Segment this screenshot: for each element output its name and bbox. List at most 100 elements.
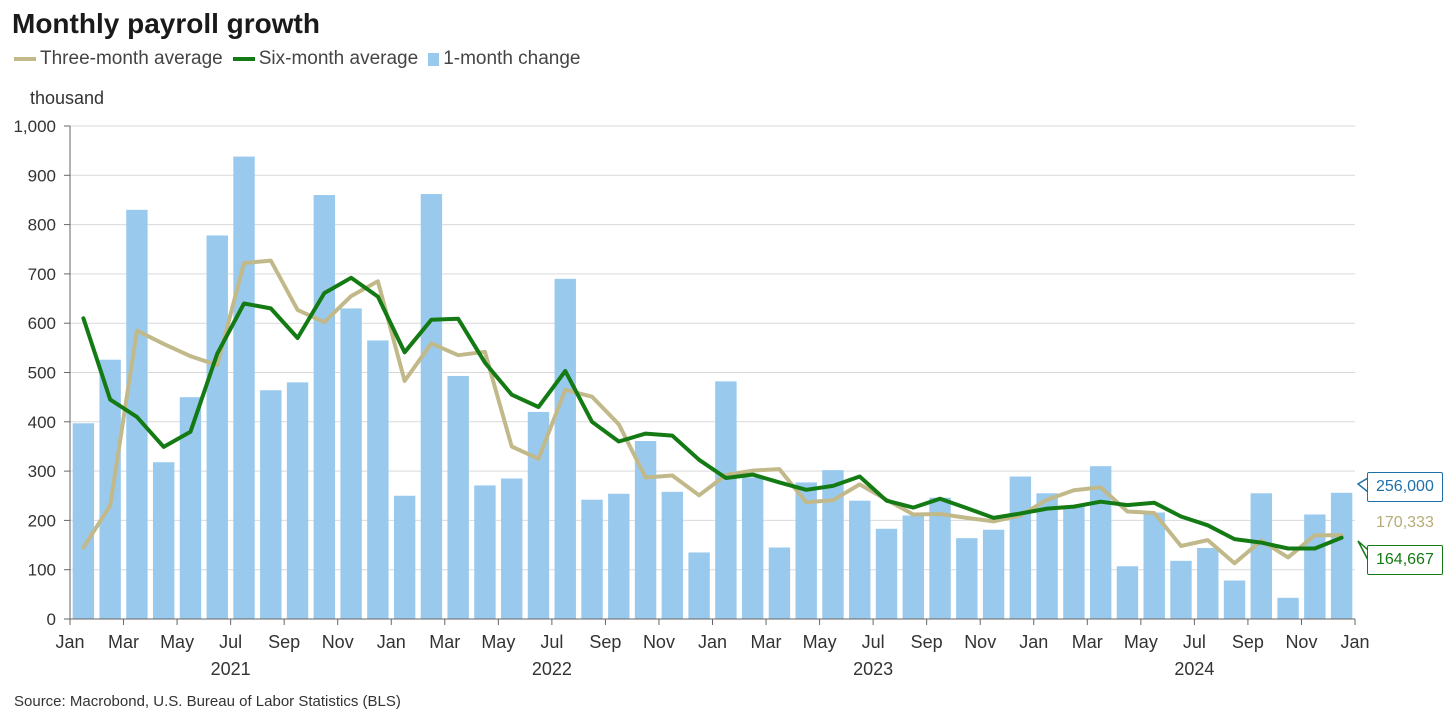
bar <box>1036 493 1058 619</box>
bar <box>501 478 523 619</box>
bar <box>581 499 603 619</box>
legend-label-one-month: 1-month change <box>443 48 581 69</box>
bar <box>661 491 684 619</box>
bar <box>367 340 389 619</box>
x-tick-label: Sep <box>268 632 300 652</box>
bar <box>152 462 175 619</box>
bar <box>929 497 951 619</box>
x-tick-label: Nov <box>1285 632 1317 652</box>
bar <box>260 390 282 619</box>
y-tick-label: 1,000 <box>13 117 56 136</box>
bar <box>554 278 576 619</box>
bar <box>420 194 443 619</box>
chart-title: Monthly payroll growth <box>12 8 320 39</box>
x-tick-label: Mar <box>429 632 460 652</box>
x-tick-label: May <box>160 632 194 652</box>
bar <box>608 493 630 619</box>
bar <box>741 477 764 619</box>
bar <box>1304 514 1326 619</box>
y-tick-label: 800 <box>28 216 56 235</box>
bar <box>1277 597 1299 619</box>
bar <box>822 470 844 619</box>
year-label: 2024 <box>1174 659 1214 679</box>
y-tick-label: 0 <box>47 610 56 629</box>
x-tick-label: Jan <box>1340 632 1369 652</box>
y-axis-unit-label: thousand <box>30 88 105 108</box>
end-label-six-month: 164,667 <box>1367 545 1443 575</box>
bar <box>1063 505 1085 619</box>
y-tick-label: 900 <box>28 166 56 185</box>
bar <box>179 397 202 619</box>
year-label: 2023 <box>853 659 893 679</box>
source-note: Source: Macrobond, U.S. Bureau of Labor … <box>14 693 401 710</box>
bar <box>72 423 95 619</box>
y-tick-label: 400 <box>28 413 56 432</box>
y-tick-label: 500 <box>28 364 56 383</box>
bar <box>447 375 469 619</box>
x-tick-label: Sep <box>911 632 943 652</box>
year-label: 2021 <box>211 659 251 679</box>
bar <box>902 515 924 619</box>
bar <box>795 482 817 619</box>
bar <box>1250 493 1273 619</box>
bar <box>126 209 148 619</box>
bar <box>527 411 550 619</box>
bar <box>849 500 871 619</box>
bar <box>1143 512 1165 619</box>
bar <box>634 441 657 619</box>
x-tick-label: May <box>1124 632 1158 652</box>
x-tick-label: Jan <box>1019 632 1048 652</box>
x-tick-label: Nov <box>964 632 996 652</box>
x-tick-label: Jan <box>55 632 84 652</box>
x-tick-label: Jan <box>698 632 727 652</box>
bar <box>313 195 336 619</box>
x-tick-label: Jan <box>377 632 406 652</box>
bar <box>474 485 496 619</box>
bar <box>982 529 1005 619</box>
bar <box>1116 566 1139 619</box>
bar <box>1330 492 1353 619</box>
x-tick-label: Jul <box>540 632 563 652</box>
y-tick-label: 200 <box>28 511 56 530</box>
bar <box>1170 560 1192 619</box>
y-tick-label: 700 <box>28 265 56 284</box>
end-label-three-month: 170,333 <box>1367 508 1443 538</box>
x-tick-label: Mar <box>108 632 139 652</box>
x-tick-label: Nov <box>643 632 675 652</box>
legend-item-one-month: 1-month change <box>428 48 581 70</box>
six-month-average-line <box>81 275 1344 551</box>
legend-swatch-one-month <box>428 52 440 66</box>
bar <box>233 156 255 620</box>
legend-label-three-month: Three-month average <box>40 48 223 69</box>
bar <box>715 381 737 619</box>
legend-swatch-three-month <box>14 57 36 61</box>
bar <box>393 495 416 619</box>
x-tick-label: Jul <box>219 632 242 652</box>
three-month-average-line <box>81 258 1344 566</box>
legend-label-six-month: Six-month average <box>258 48 419 69</box>
bar <box>206 235 228 620</box>
x-tick-label: Sep <box>589 632 621 652</box>
y-tick-label: 300 <box>28 462 56 481</box>
legend: Three-month average Six-month average 1-… <box>14 48 591 70</box>
x-tick-label: Jul <box>862 632 885 652</box>
year-label: 2022 <box>532 659 572 679</box>
legend-item-six-month: Six-month average <box>232 48 419 70</box>
x-tick-label: Mar <box>751 632 782 652</box>
x-tick-label: Jul <box>1183 632 1206 652</box>
bar <box>286 382 309 619</box>
bar <box>956 538 978 619</box>
bar <box>1223 580 1246 619</box>
bar <box>688 552 710 619</box>
x-tick-label: May <box>803 632 837 652</box>
bar <box>1197 548 1219 619</box>
bar <box>875 528 898 619</box>
end-label-one-month: 256,000 <box>1367 472 1443 502</box>
y-tick-label: 600 <box>28 314 56 333</box>
bar <box>340 308 362 619</box>
y-tick-label: 100 <box>28 561 56 580</box>
x-tick-label: May <box>481 632 515 652</box>
bar <box>1009 476 1032 619</box>
legend-swatch-six-month <box>232 57 255 61</box>
